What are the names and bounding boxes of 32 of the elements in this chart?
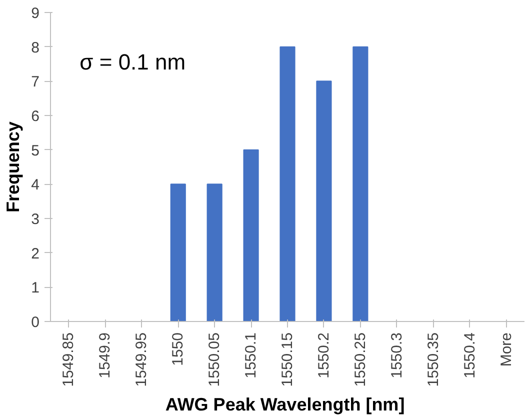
y-tick-label: 6 xyxy=(31,108,40,125)
y-tick-label: 2 xyxy=(31,245,40,262)
y-tick-label: 0 xyxy=(31,314,40,331)
y-tick-label: 9 xyxy=(31,5,40,22)
bar xyxy=(170,184,186,322)
y-tick-label: 7 xyxy=(31,74,40,91)
x-tick-label: 1550.25 xyxy=(352,332,369,387)
x-tick-label: 1550.15 xyxy=(279,332,296,387)
x-axis-title: AWG Peak Wavelength [nm] xyxy=(165,394,405,415)
bar xyxy=(243,149,259,322)
y-tick-label: 4 xyxy=(31,176,40,194)
bar xyxy=(352,46,368,322)
y-tick-label: 5 xyxy=(31,142,40,160)
x-tick-label: 1550.2 xyxy=(315,332,332,378)
x-tick-label: 1549.85 xyxy=(60,332,78,387)
y-axis-title: Frequency xyxy=(3,121,24,213)
x-tick-label: 1550.4 xyxy=(461,332,478,378)
y-tick-label: 3 xyxy=(31,211,40,228)
bar xyxy=(316,80,332,322)
annotation: σ = 0.1 nm xyxy=(80,49,186,74)
y-tick-label: 1 xyxy=(31,280,40,297)
x-tick-label: 1550.05 xyxy=(206,332,224,387)
x-tick-label: 1550 xyxy=(170,332,187,366)
x-tick-label: 1550.3 xyxy=(388,332,406,378)
x-tick-label: More xyxy=(498,332,515,367)
x-tick-label: 1549.95 xyxy=(133,332,150,387)
bar xyxy=(280,46,296,322)
y-tick-label: 8 xyxy=(31,39,40,56)
x-tick-label: 1549.9 xyxy=(96,332,114,378)
bar xyxy=(206,184,222,322)
x-tick-label: 1550.35 xyxy=(424,332,442,387)
x-tick-label: 1550.1 xyxy=(242,332,260,378)
